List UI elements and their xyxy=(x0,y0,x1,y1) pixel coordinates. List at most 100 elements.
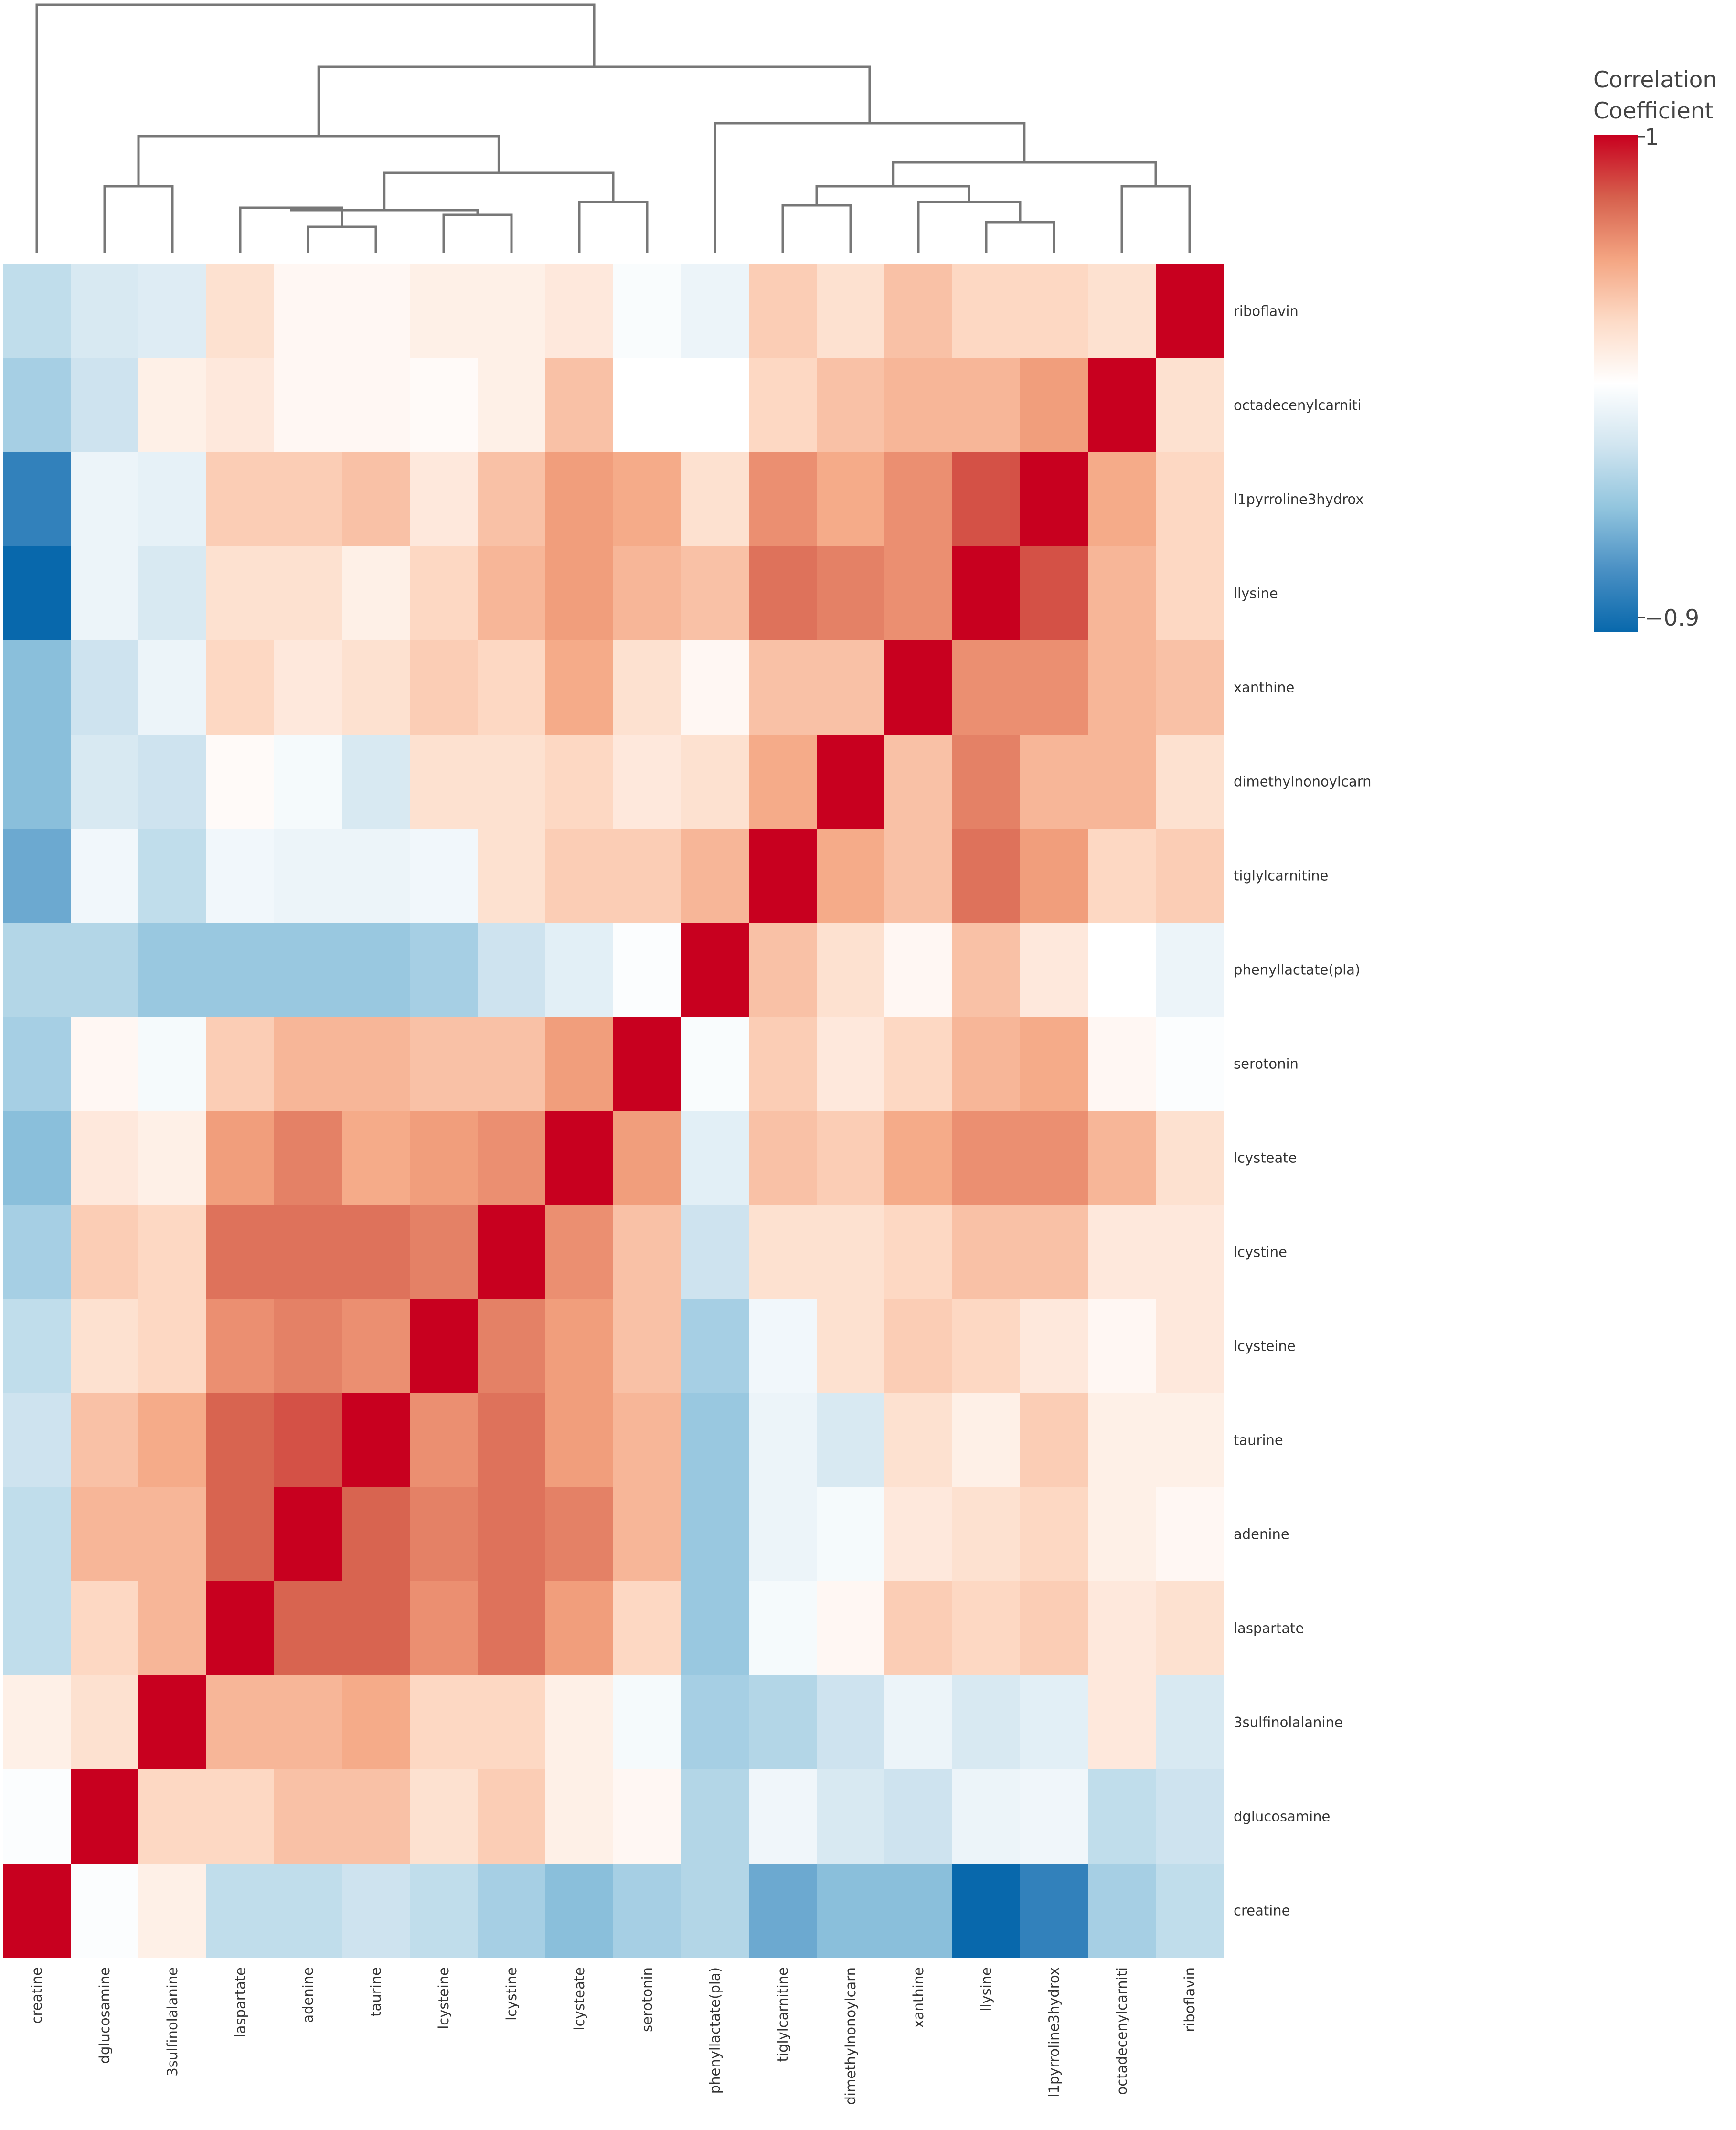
heatmap-cell xyxy=(410,1111,478,1205)
heatmap-cell xyxy=(1020,1111,1088,1205)
column-label: octadecenylcarniti xyxy=(1114,1967,1130,2095)
heatmap-cell xyxy=(206,358,275,453)
heatmap-cell xyxy=(613,1393,682,1488)
heatmap-cell xyxy=(613,923,682,1017)
heatmap-cell xyxy=(478,546,546,641)
heatmap-cell xyxy=(545,452,614,547)
heatmap-cell xyxy=(3,923,71,1017)
dendrogram-link xyxy=(1120,185,1191,253)
heatmap-cell xyxy=(1020,1299,1088,1394)
heatmap-cell xyxy=(681,923,749,1017)
heatmap-cell xyxy=(3,1675,71,1770)
colorbar-gradient xyxy=(1594,135,1638,632)
heatmap-cell xyxy=(1088,358,1156,453)
dendrogram-link xyxy=(317,65,871,136)
heatmap-cell xyxy=(3,1017,71,1111)
heatmap-cell xyxy=(1020,1769,1088,1864)
heatmap-cell xyxy=(817,1864,885,1958)
heatmap-cell xyxy=(545,1205,614,1299)
heatmap-cell xyxy=(884,264,953,359)
heatmap-cell xyxy=(749,735,817,829)
column-label: laspartate xyxy=(232,1967,248,2037)
heatmap-cell xyxy=(342,640,410,735)
heatmap-cell xyxy=(613,829,682,923)
heatmap-cell xyxy=(817,1487,885,1582)
heatmap-cell xyxy=(1088,1393,1156,1488)
heatmap-cell xyxy=(342,1017,410,1111)
heatmap-cell xyxy=(613,1299,682,1394)
column-label: dglucosamine xyxy=(96,1967,113,2064)
heatmap-cell xyxy=(206,1675,275,1770)
heatmap-cell xyxy=(749,1487,817,1582)
heatmap-cell xyxy=(410,735,478,829)
heatmap-cell xyxy=(952,829,1021,923)
heatmap-cell xyxy=(884,1487,953,1582)
heatmap-cell xyxy=(884,1017,953,1111)
heatmap-cell xyxy=(952,1205,1021,1299)
heatmap-cell xyxy=(884,1205,953,1299)
heatmap-cell xyxy=(1156,1111,1224,1205)
heatmap-cell xyxy=(138,1864,207,1958)
heatmap-cell xyxy=(884,1675,953,1770)
colorbar-max-label: 1 xyxy=(1645,124,1659,150)
heatmap-cell xyxy=(342,923,410,1017)
heatmap-cell xyxy=(1156,1769,1224,1864)
heatmap-cell xyxy=(952,1487,1021,1582)
heatmap-cell xyxy=(478,264,546,359)
heatmap-cell xyxy=(138,829,207,923)
heatmap-cell xyxy=(274,640,342,735)
column-label: lcystine xyxy=(503,1967,520,2021)
heatmap-cell xyxy=(749,358,817,453)
heatmap-cell xyxy=(274,923,342,1017)
heatmap-cell xyxy=(138,264,207,359)
heatmap-cell xyxy=(71,358,139,453)
heatmap-cell xyxy=(342,829,410,923)
heatmap-cell xyxy=(206,640,275,735)
heatmap-cell xyxy=(3,640,71,735)
dendrogram-link xyxy=(578,201,649,253)
heatmap-cell xyxy=(138,923,207,1017)
heatmap-cell xyxy=(206,452,275,547)
heatmap-cell xyxy=(71,735,139,829)
heatmap-cell xyxy=(478,1299,546,1394)
heatmap-cell xyxy=(613,1769,682,1864)
heatmap-cell xyxy=(613,1864,682,1958)
heatmap-cell xyxy=(817,640,885,735)
heatmap-cell xyxy=(613,1205,682,1299)
heatmap-cell xyxy=(3,829,71,923)
column-label: adenine xyxy=(300,1967,316,2023)
column-label: 3sulfinolalanine xyxy=(164,1967,181,2077)
heatmap-cell xyxy=(1020,829,1088,923)
heatmap-cell xyxy=(545,735,614,829)
heatmap-cell xyxy=(952,1393,1021,1488)
heatmap-cell xyxy=(138,546,207,641)
heatmap-cell xyxy=(817,546,885,641)
heatmap-cell xyxy=(478,1864,546,1958)
heatmap-cell xyxy=(342,358,410,453)
column-label: riboflavin xyxy=(1182,1967,1198,2032)
heatmap-cell xyxy=(206,264,275,359)
heatmap-cell xyxy=(3,452,71,547)
heatmap-cell xyxy=(1088,1864,1156,1958)
heatmap-cell xyxy=(545,1017,614,1111)
heatmap-cell xyxy=(3,358,71,453)
heatmap-cell xyxy=(3,1769,71,1864)
column-label: creatine xyxy=(29,1967,45,2024)
heatmap-cell xyxy=(342,264,410,359)
heatmap-cell xyxy=(478,1769,546,1864)
heatmap-cell xyxy=(681,1864,749,1958)
row-label: lcysteate xyxy=(1234,1150,1297,1166)
heatmap-cell xyxy=(952,735,1021,829)
heatmap-cell xyxy=(342,1299,410,1394)
heatmap-cell xyxy=(749,1393,817,1488)
heatmap-cell xyxy=(749,1769,817,1864)
heatmap-cell xyxy=(274,1299,342,1394)
heatmap-cell xyxy=(3,1393,71,1488)
heatmap-cell xyxy=(410,1487,478,1582)
dendrogram-link xyxy=(442,213,513,253)
heatmap-cell xyxy=(478,1111,546,1205)
heatmap-cell xyxy=(206,546,275,641)
heatmap-cell xyxy=(3,546,71,641)
